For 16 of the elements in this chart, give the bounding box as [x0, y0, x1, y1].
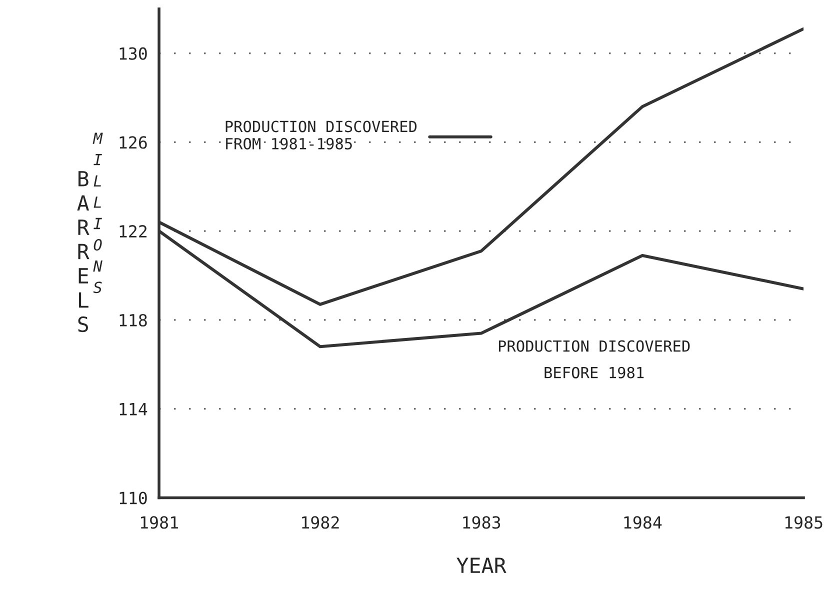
y-tick-label: 118 [120, 314, 147, 327]
text: MILLIONS [92, 132, 103, 294]
x-tick-label: 1985 [785, 516, 822, 529]
y-tick-label: 122 [120, 225, 147, 238]
y-tick-label: 126 [120, 136, 147, 149]
legend-label: PRODUCTION DISCOVERED FROM 1981-1985 [226, 120, 417, 150]
x-tick-label: 1982 [302, 516, 339, 529]
y-tick-label: 130 [120, 47, 147, 60]
x-tick-label: 1984 [624, 516, 662, 529]
series-label: PRODUCTION DISCOVERED BEFORE 1981 [498, 340, 690, 378]
x-axis-title: YEAR [456, 558, 506, 573]
y-tick-label: 114 [120, 403, 148, 416]
x-tick-label: 1981 [140, 516, 178, 529]
y-axis-title: BARRELS [77, 171, 90, 332]
y-tick-label: 110 [120, 492, 147, 504]
x-tick-label: 1983 [463, 516, 500, 529]
